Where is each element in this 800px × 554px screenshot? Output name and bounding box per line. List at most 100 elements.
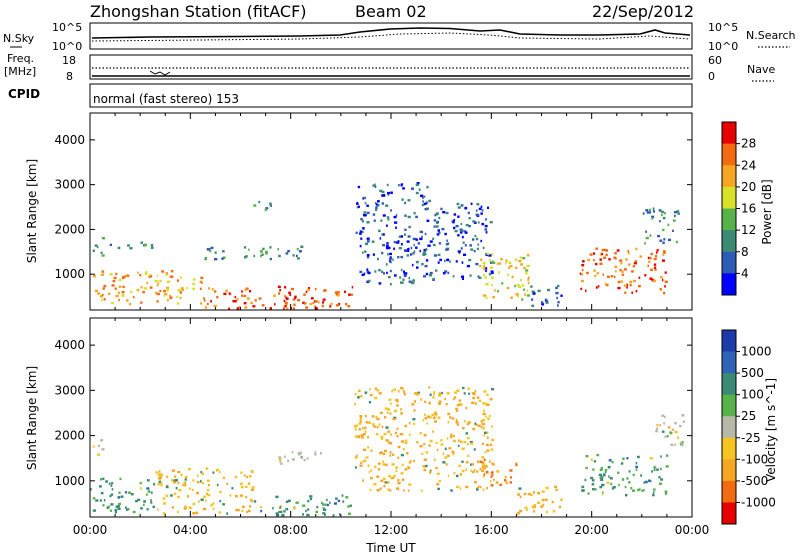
data-cell [674, 422, 677, 425]
data-cell [247, 509, 251, 513]
data-cell [161, 270, 164, 273]
data-cell [494, 289, 496, 292]
data-cell [251, 470, 254, 474]
data-cell [140, 507, 143, 510]
data-cell [526, 508, 528, 511]
data-cell [345, 302, 348, 306]
data-cell [470, 202, 473, 205]
data-cell [621, 270, 624, 273]
data-cell [192, 502, 196, 506]
data-cell [421, 235, 423, 238]
data-cell [527, 492, 531, 496]
data-cell [428, 416, 432, 419]
data-cell [289, 293, 292, 296]
data-cell [651, 470, 654, 473]
data-cell [187, 495, 190, 498]
data-cell [663, 422, 665, 425]
data-cell [393, 474, 396, 478]
data-cell [397, 256, 400, 259]
velocity-ylabel: Slant Range [km] [25, 366, 39, 470]
data-cell [517, 493, 521, 496]
data-cell [584, 478, 587, 482]
data-cell [593, 258, 595, 262]
data-cell [527, 276, 530, 279]
data-cell [408, 461, 412, 464]
data-cell [359, 395, 363, 398]
data-cell [396, 435, 399, 438]
data-cell [407, 489, 410, 492]
data-cell [645, 236, 649, 240]
data-cell [216, 296, 219, 299]
data-cell [473, 221, 477, 224]
data-cell [467, 211, 470, 215]
data-cell [425, 464, 428, 468]
data-cell [109, 509, 112, 512]
data-cell [426, 422, 428, 425]
data-cell [345, 496, 349, 499]
data-cell [187, 468, 191, 471]
data-cell [478, 276, 482, 279]
data-cell [623, 284, 628, 287]
data-cell [287, 499, 291, 502]
data-cell [459, 403, 463, 406]
data-cell [382, 244, 385, 247]
data-cell [437, 229, 440, 232]
data-cell [488, 254, 492, 257]
data-cell [269, 246, 272, 249]
cpid-panel: CPID normal (fast stereo) 153 [8, 83, 693, 108]
data-cell [244, 256, 247, 259]
data-cell [663, 291, 666, 295]
data-cell [101, 270, 105, 273]
data-cell [432, 237, 435, 240]
data-cell [170, 275, 174, 278]
data-cell [333, 502, 337, 505]
data-cell [665, 465, 669, 468]
data-cell [366, 204, 369, 207]
data-cell [557, 304, 559, 307]
data-cell [483, 458, 486, 461]
data-cell [279, 288, 281, 292]
colorbar-swatch [722, 459, 736, 482]
data-cell [100, 492, 104, 495]
data-cell [533, 510, 536, 513]
colorbar-tick-label: 100 [741, 388, 764, 402]
data-cell [314, 305, 317, 308]
data-cell [111, 488, 114, 491]
data-cell [541, 498, 545, 502]
data-cell [407, 235, 411, 238]
data-cell [444, 397, 446, 401]
data-cell [523, 492, 527, 496]
data-cell [393, 388, 397, 391]
data-cell [435, 441, 438, 445]
data-cell [453, 218, 456, 222]
data-cell [592, 468, 595, 471]
data-cell [476, 488, 479, 491]
data-cell [477, 460, 480, 463]
data-cell [163, 502, 166, 505]
data-cell [474, 402, 477, 405]
data-cell [619, 268, 622, 272]
data-cell [525, 272, 528, 275]
data-cell [537, 289, 541, 293]
data-cell [358, 422, 362, 425]
colorbar-swatch [722, 480, 736, 503]
data-cell [210, 300, 212, 303]
data-cell [531, 506, 535, 509]
data-cell [397, 184, 400, 187]
data-cell [533, 504, 536, 507]
data-cell [394, 221, 398, 224]
data-cell [480, 258, 483, 261]
data-cell [236, 307, 240, 310]
data-cell [599, 468, 603, 472]
data-cell [425, 201, 428, 204]
data-cell [628, 481, 631, 484]
data-cell [159, 289, 162, 293]
data-cell [410, 253, 412, 256]
data-cell [649, 480, 652, 483]
data-cell [236, 508, 240, 512]
data-cell [113, 276, 117, 280]
data-cell [400, 268, 403, 272]
